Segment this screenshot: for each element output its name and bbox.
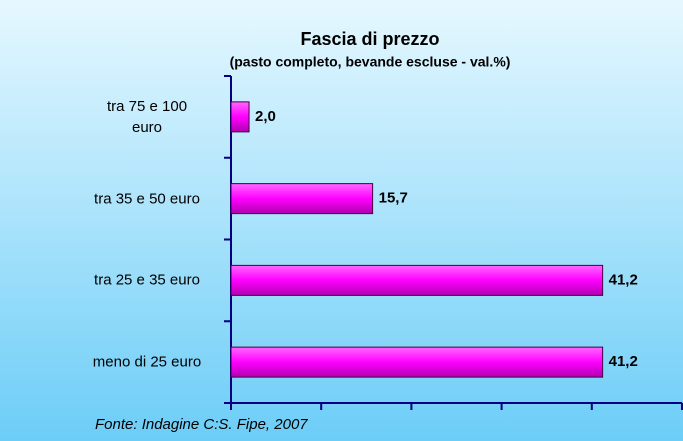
y-tick-label: tra 25 e 35 euro [94,271,200,289]
y-tick-label: tra 75 e 100 euro [106,97,188,136]
y-tick-label: meno di 25 euro [92,353,202,371]
y-tick-label: tra 35 e 50 euro [94,190,200,208]
bar [230,101,250,133]
bar [230,346,604,378]
value-label: 2,0 [255,108,276,125]
value-label: 41,2 [609,353,638,370]
bar [230,264,604,296]
value-label: 41,2 [609,271,638,288]
value-label: 15,7 [379,190,408,207]
source-note: Fonte: Indagine C:S. Fipe, 2007 [95,416,308,433]
chart-subtitle: (pasto completo, bevande escluse - val.%… [230,54,511,70]
chart-title: Fascia di prezzo [300,29,439,49]
bar [230,183,374,215]
